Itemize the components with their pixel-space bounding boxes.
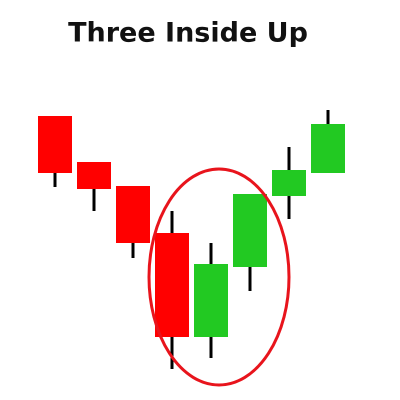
candle-body [272,170,306,196]
chart-title: Three Inside Up [68,18,308,49]
candle-body [38,116,72,173]
candle-body [194,264,228,337]
candle-body [116,186,150,243]
candle-body [233,194,267,267]
candles [38,110,345,369]
candle-body [155,233,189,337]
candle-body [77,162,111,189]
highlight-ellipse [147,167,291,387]
candle-body [311,124,345,173]
